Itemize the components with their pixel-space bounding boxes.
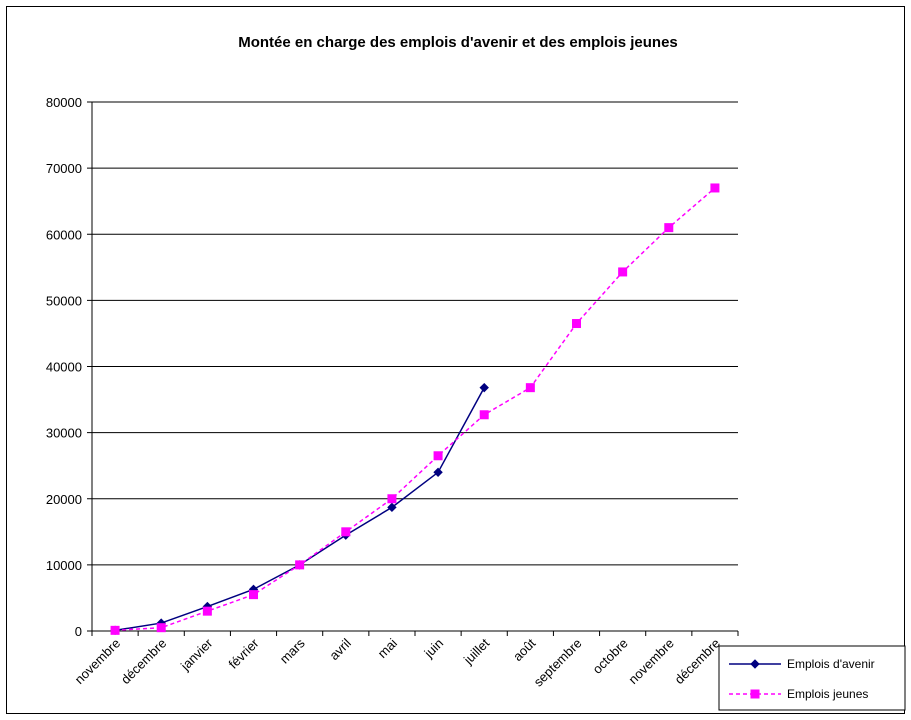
y-tick-label: 50000 — [46, 293, 82, 308]
chart-frame — [6, 6, 905, 714]
series-line — [114, 387, 485, 632]
data-point — [202, 606, 212, 616]
gridlines — [92, 101, 738, 566]
x-tick-label: mai — [375, 635, 400, 660]
y-tick-label: 10000 — [46, 558, 82, 573]
y-tick-label: 30000 — [46, 426, 82, 441]
x-tick-label: novembre — [72, 636, 123, 687]
data-point — [479, 382, 489, 393]
y-tick-label: 40000 — [46, 360, 82, 375]
y-tick-label: 80000 — [46, 95, 82, 110]
series-line — [115, 187, 716, 632]
x-tick-label: janvier — [177, 635, 216, 674]
x-tick-label: mars — [277, 635, 308, 666]
y-tick-label: 20000 — [46, 492, 82, 507]
x-tick-label: décembre — [118, 636, 169, 687]
series-2 — [110, 183, 720, 635]
data-point — [249, 590, 258, 600]
y-axis-ticks: 0 10000 20000 30000 40000 50000 60000 70000 8000… — [46, 95, 92, 639]
x-tick-label: avril — [326, 635, 354, 663]
legend: Emplois d'avenir Emplois jeunes — [718, 645, 906, 711]
chart-title: Montée en charge des emplois d'avenir et… — [238, 34, 678, 51]
data-point — [525, 383, 535, 393]
data-point — [479, 410, 489, 420]
data-point — [156, 623, 166, 633]
data-point — [387, 502, 397, 513]
x-tick-label: juillet — [460, 635, 493, 668]
x-tick-label: août — [510, 635, 539, 664]
x-tick-label: novembre — [625, 636, 676, 687]
x-tick-label: juin — [421, 636, 447, 662]
series-1 — [110, 382, 489, 636]
legend-box — [718, 645, 906, 711]
x-tick-label: février — [225, 635, 262, 672]
legend-label: Emplois d'avenir — [787, 657, 875, 671]
data-point — [710, 183, 720, 193]
data-point — [433, 451, 443, 461]
legend-marker — [750, 689, 760, 699]
x-tick-label: décembre — [672, 636, 723, 687]
legend-marker — [750, 659, 760, 669]
data-point — [433, 467, 443, 478]
y-tick-label: 0 — [75, 624, 82, 639]
x-tick-label: octobre — [589, 636, 630, 677]
data-point — [387, 494, 397, 504]
series-lines — [110, 183, 720, 636]
data-point — [664, 223, 674, 233]
data-point — [110, 625, 120, 635]
x-tick-label: septembre — [531, 636, 585, 690]
data-point — [341, 527, 351, 537]
legend-label: Emplois jeunes — [787, 687, 868, 701]
data-point — [618, 267, 628, 277]
y-tick-label: 60000 — [46, 227, 82, 242]
data-point — [572, 319, 581, 329]
data-point — [295, 560, 305, 570]
y-tick-label: 70000 — [46, 161, 82, 176]
